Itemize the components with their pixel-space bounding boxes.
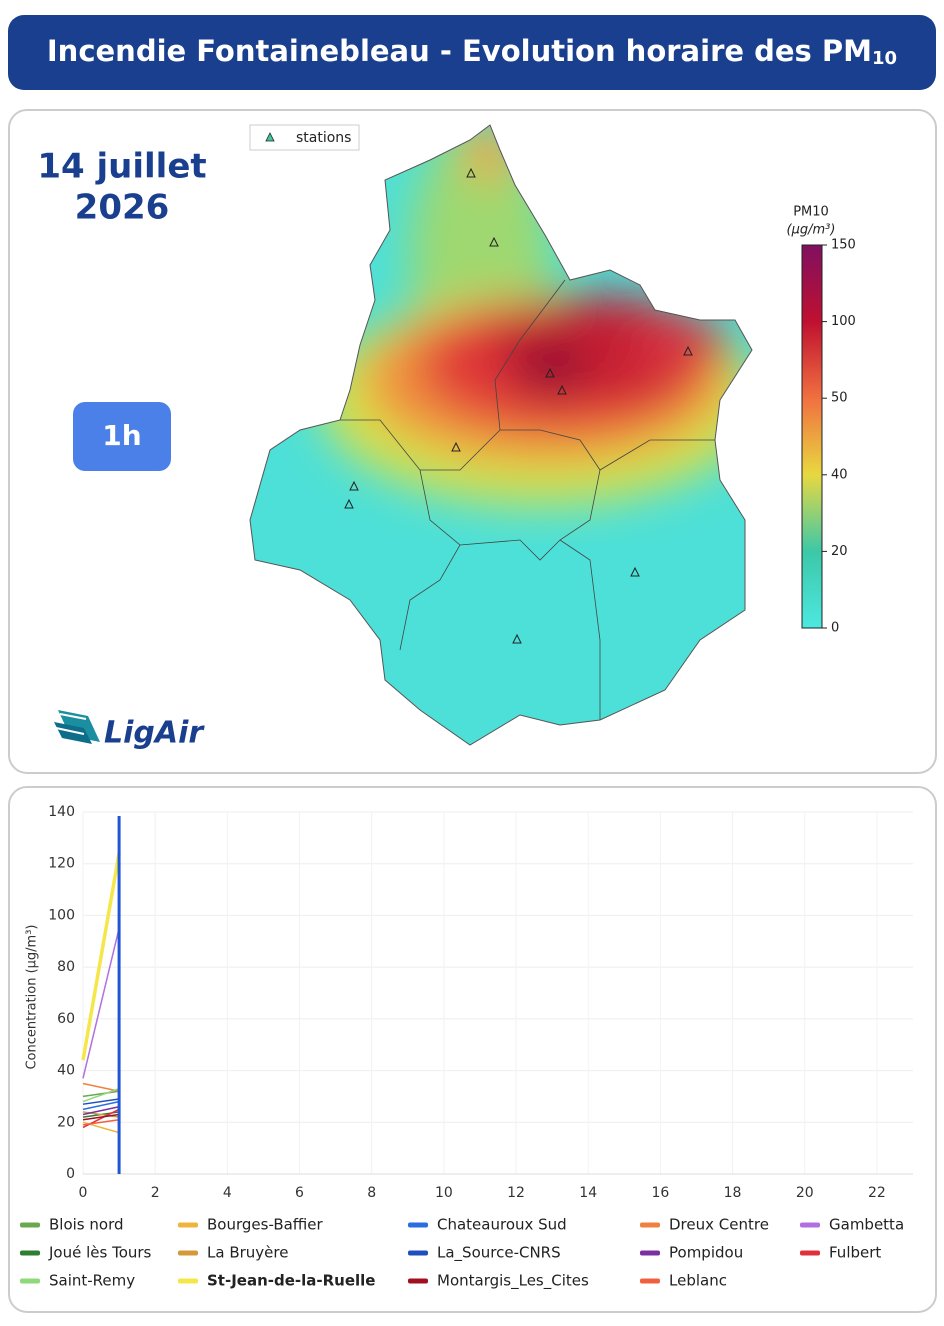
series-line xyxy=(82,1106,120,1116)
y-tick-label: 120 xyxy=(48,856,75,872)
x-tick-label: 22 xyxy=(868,1185,886,1201)
legend-swatch xyxy=(20,1222,40,1228)
date: 2026 xyxy=(75,188,170,228)
colorbar xyxy=(801,244,823,629)
x-tick-label: 8 xyxy=(367,1185,376,1201)
x-tick-label: 2 xyxy=(151,1185,160,1201)
legend-swatch xyxy=(408,1278,428,1284)
legend-symbol xyxy=(265,132,275,142)
legend-swatch xyxy=(178,1250,198,1256)
colorbar-tick-label: 40 xyxy=(831,467,848,482)
series-line xyxy=(81,853,121,1061)
colorbar-tick-label: 20 xyxy=(831,544,848,559)
borders xyxy=(340,279,720,720)
x-tick-label: 6 xyxy=(295,1185,304,1201)
legend-label: St-Jean-de-la-Ruelle xyxy=(207,1272,375,1290)
legend-swatch xyxy=(178,1278,198,1284)
x-tick-label: 12 xyxy=(507,1185,525,1201)
series-line xyxy=(82,1082,120,1092)
x-tick-label: 16 xyxy=(651,1185,669,1201)
legend-swatch xyxy=(408,1250,428,1256)
colorbar-tick-label: 50 xyxy=(831,391,848,406)
y-tick-label: 0 xyxy=(66,1166,75,1182)
stations xyxy=(344,167,693,644)
legend-swatch xyxy=(178,1222,198,1228)
hour-badge xyxy=(73,402,171,471)
legend-label: Chateauroux Sud xyxy=(437,1216,567,1234)
colorbar-tick-label: 0 xyxy=(831,621,839,636)
series-line xyxy=(82,1118,120,1126)
y-tick-label: 20 xyxy=(57,1114,75,1130)
legend-label: La_Source-CNRS xyxy=(437,1244,561,1263)
legend-label: Leblanc xyxy=(669,1272,727,1290)
legend-label: La Bruyère xyxy=(207,1244,288,1262)
series-line xyxy=(82,1100,120,1111)
date: 14 juillet xyxy=(37,147,206,187)
legend-label: Pompidou xyxy=(669,1244,743,1262)
series-line xyxy=(82,1090,120,1098)
map-outline xyxy=(249,124,753,746)
logo-text: LigAir xyxy=(104,716,205,751)
y-tick-label: 60 xyxy=(57,1011,75,1027)
series-line xyxy=(82,1098,120,1105)
hour: 1h xyxy=(102,419,141,452)
title-text: Incendie Fontainebleau - Evolution horai… xyxy=(47,34,872,68)
legend-label: Fulbert xyxy=(829,1244,881,1262)
x-tick-label: 14 xyxy=(579,1185,597,1201)
header-title: Incendie Fontainebleau - Evolution horai… xyxy=(47,34,897,69)
legend-label: Saint-Remy xyxy=(49,1272,135,1290)
series-line xyxy=(82,1087,120,1103)
legend-swatch xyxy=(408,1222,428,1228)
title-subscript: 10 xyxy=(872,48,897,69)
colorbar-tick-label: 150 xyxy=(831,238,856,253)
legend-label: Gambetta xyxy=(829,1216,904,1234)
legend-label: Joué lès Tours xyxy=(48,1244,152,1262)
legend-label: Blois nord xyxy=(49,1216,124,1234)
x-tick-label: 4 xyxy=(223,1185,232,1201)
legend-swatch xyxy=(640,1278,660,1284)
map-legend-text: stations xyxy=(296,130,351,146)
colorbar-tick-label: 100 xyxy=(831,314,856,329)
chart-panel xyxy=(8,786,937,1313)
series-line xyxy=(82,928,120,1079)
y-axis-label: Concentration (µg/m³) xyxy=(25,924,40,1069)
y-tick-label: 140 xyxy=(48,804,75,820)
legend-label: Montargis_Les_Cites xyxy=(437,1272,589,1291)
y-tick-label: 100 xyxy=(48,907,75,923)
legend-swatch xyxy=(640,1250,660,1256)
y-tick-label: 40 xyxy=(57,1063,75,1079)
x-tick-label: 20 xyxy=(796,1185,814,1201)
logo: LigAir xyxy=(54,710,205,751)
legend-swatch xyxy=(640,1222,660,1228)
legend-label: Dreux Centre xyxy=(669,1216,769,1234)
colorbar-title: PM10 xyxy=(793,205,829,220)
x-tick-label: 10 xyxy=(435,1185,453,1201)
legend-swatch xyxy=(20,1250,40,1256)
legend-swatch xyxy=(20,1278,40,1284)
colorbar-unit: (µg/m³) xyxy=(787,223,836,238)
legend-swatch xyxy=(800,1222,820,1228)
x-tick-label: 0 xyxy=(79,1185,88,1201)
x-tick-label: 18 xyxy=(724,1185,742,1201)
map-field xyxy=(320,125,752,505)
y-tick-label: 80 xyxy=(57,959,75,975)
legend-swatch xyxy=(800,1250,820,1256)
series-line xyxy=(82,1113,120,1121)
header-bar xyxy=(8,15,936,90)
legend-label: Bourges-Baffier xyxy=(207,1216,324,1234)
